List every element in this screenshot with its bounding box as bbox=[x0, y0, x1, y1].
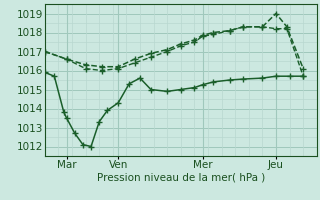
X-axis label: Pression niveau de la mer( hPa ): Pression niveau de la mer( hPa ) bbox=[97, 173, 265, 183]
